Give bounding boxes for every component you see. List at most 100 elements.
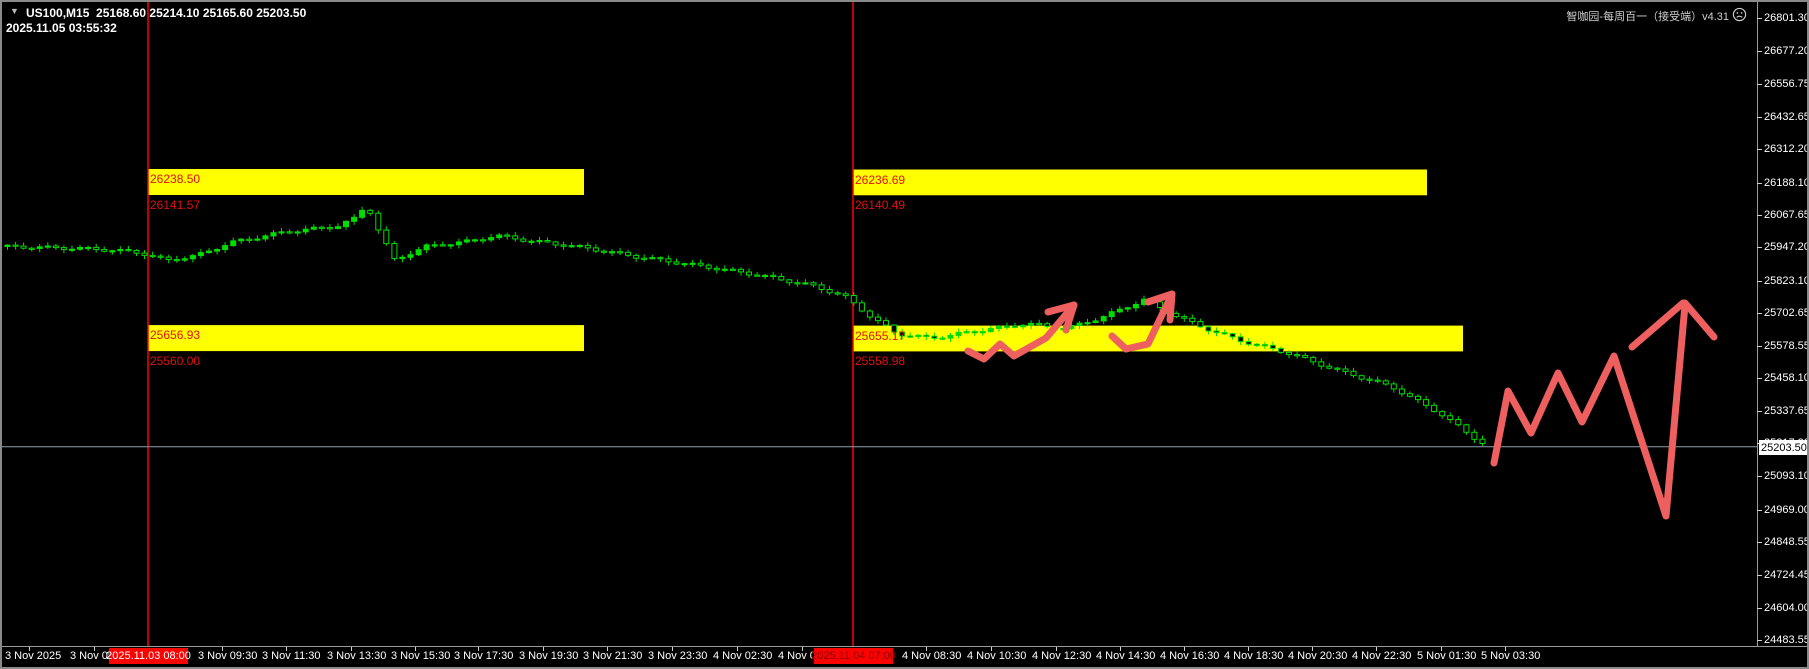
price-axis-label: 24724.45 — [1764, 569, 1809, 582]
candlestick-series — [4, 206, 1486, 446]
price-axis-tick — [1757, 542, 1762, 544]
price-axis-label: 26312.20 — [1764, 143, 1809, 156]
annotation-drawings — [964, 290, 1718, 520]
price-axis-tick — [1757, 18, 1762, 19]
price-axis-tick — [1757, 476, 1762, 478]
time-axis-label: 5 Nov 01:30 — [1417, 650, 1477, 662]
zone-top-price-label: 26238.50 — [150, 172, 201, 187]
time-axis-label: 3 Nov 19:30 — [519, 650, 579, 662]
time-axis-tick — [926, 647, 927, 651]
time-axis-label: 3 Nov 23:30 — [648, 650, 708, 662]
price-axis-tick — [1757, 509, 1762, 511]
small-up-arrow-2-shaft[interactable] — [1108, 290, 1176, 353]
symbol-period: US100,M15 — [26, 6, 90, 20]
time-axis-tick — [607, 647, 608, 651]
price-axis-label: 24604.00 — [1764, 601, 1809, 614]
time-axis-label: 3 Nov 2025 — [5, 650, 62, 662]
time-axis-label: 3 Nov 13:30 — [327, 650, 387, 662]
price-axis-tick — [1757, 640, 1762, 641]
chart-title-ohlc: US100,M15 25168.60 25214.10 25165.60 252… — [26, 6, 306, 20]
time-axis-tick — [29, 647, 30, 651]
price-axis-tick — [1757, 346, 1762, 348]
zigzag-projection-head-right[interactable] — [1681, 299, 1718, 341]
time-axis-tick — [672, 647, 673, 651]
price-axis-label: 25458.10 — [1764, 372, 1809, 385]
time-axis-label: 4 Nov 12:30 — [1032, 650, 1092, 662]
time-axis-tick — [1056, 647, 1057, 651]
price-axis-tick — [1757, 410, 1762, 412]
price-axis-separator — [1757, 2, 1758, 646]
time-axis-tick — [543, 647, 544, 651]
time-axis-label: 4 Nov 20:30 — [1288, 650, 1348, 662]
time-axis-label: 4 Nov 10:30 — [967, 650, 1027, 662]
time-axis-tick — [222, 647, 223, 651]
current-price-tag: 25203.50 — [1759, 440, 1807, 455]
time-axis-tick — [802, 647, 803, 651]
time-axis-tick — [1505, 647, 1506, 651]
zone-top-price-label: 26236.69 — [855, 172, 906, 187]
price-axis-tick — [1757, 182, 1762, 184]
time-axis-tick — [737, 647, 738, 651]
price-axis-tick — [1757, 247, 1762, 249]
time-axis-tick — [1184, 647, 1185, 651]
time-axis-label: 4 Nov 16:30 — [1160, 650, 1220, 662]
price-axis-tick — [1757, 280, 1762, 282]
price-axis-tick — [1757, 116, 1762, 118]
time-axis-label: 3 Nov 11:30 — [262, 650, 321, 662]
time-axis-label: 5 Nov 03:30 — [1481, 650, 1541, 662]
price-axis-label: 24483.55 — [1764, 634, 1809, 646]
small-up-arrow-2-head[interactable] — [1144, 290, 1176, 324]
time-axis-tick — [1312, 647, 1313, 651]
zone-bottom-price-label: 25560.00 — [150, 354, 201, 369]
price-axis-tick — [1757, 149, 1762, 151]
price-axis-label: 26432.65 — [1764, 110, 1809, 123]
price-axis-label: 26556.75 — [1764, 77, 1809, 90]
zone-bottom-price-label: 26140.49 — [855, 198, 906, 213]
small-up-arrow-1-head[interactable] — [1044, 301, 1078, 334]
price-axis-label: 26067.65 — [1764, 208, 1809, 221]
price-axis-label: 26677.20 — [1764, 45, 1809, 58]
sad-face-icon[interactable] — [1732, 7, 1747, 22]
price-axis-label: 25947.20 — [1764, 241, 1809, 254]
time-axis-tick — [1120, 647, 1121, 651]
indicator-label: 智咖园-每周百一（接受端）v4.31 — [1566, 11, 1729, 23]
time-axis-label: 3 Nov 15:30 — [391, 650, 451, 662]
supply-demand-zone[interactable] — [853, 169, 1427, 196]
price-axis-label: 26188.10 — [1764, 176, 1809, 189]
time-axis-tick — [94, 647, 95, 651]
zone-top-price-label: 25655.17 — [855, 328, 906, 343]
supply-demand-zone[interactable] — [148, 325, 584, 352]
time-axis-tick — [351, 647, 352, 651]
price-axis-tick — [1757, 51, 1762, 53]
symbol-dropdown-icon: ▼ — [10, 6, 19, 16]
zigzag-projection-shaft[interactable] — [1490, 301, 1689, 520]
price-axis-tick — [1757, 575, 1762, 577]
supply-demand-zone[interactable] — [148, 169, 584, 195]
price-axis-tick — [1757, 378, 1762, 380]
time-axis-tick — [1376, 647, 1377, 651]
price-axis-tick — [1757, 214, 1762, 216]
price-axis-tick — [1757, 312, 1762, 314]
time-axis-tick — [991, 647, 992, 651]
vline-time-tag: 2025.11.04 07:00 — [811, 648, 896, 664]
time-axis-tick — [286, 647, 287, 651]
time-axis-tick — [1248, 647, 1249, 651]
zigzag-projection-head-left[interactable] — [1628, 299, 1687, 351]
price-axis-label: 25337.65 — [1764, 404, 1809, 417]
time-axis-separator — [2, 646, 1807, 647]
price-axis-label: 25702.65 — [1764, 306, 1809, 319]
time-axis-label: 4 Nov 18:30 — [1224, 650, 1284, 662]
time-axis-label: 4 Nov 08:30 — [902, 650, 962, 662]
time-axis-tick — [415, 647, 416, 651]
time-axis-label: 3 Nov 21:30 — [583, 650, 643, 662]
chart-datetime: 2025.11.05 03:55:32 — [6, 21, 117, 35]
price-axis-label: 25823.10 — [1764, 274, 1809, 287]
price-axis-tick — [1757, 83, 1762, 85]
time-axis-tick — [1441, 647, 1442, 651]
time-axis-label: 4 Nov 22:30 — [1352, 650, 1412, 662]
price-axis-label: 26801.30 — [1764, 12, 1809, 24]
small-up-arrow-1-shaft[interactable] — [964, 301, 1078, 363]
zone-bottom-price-label: 25558.98 — [855, 354, 906, 369]
